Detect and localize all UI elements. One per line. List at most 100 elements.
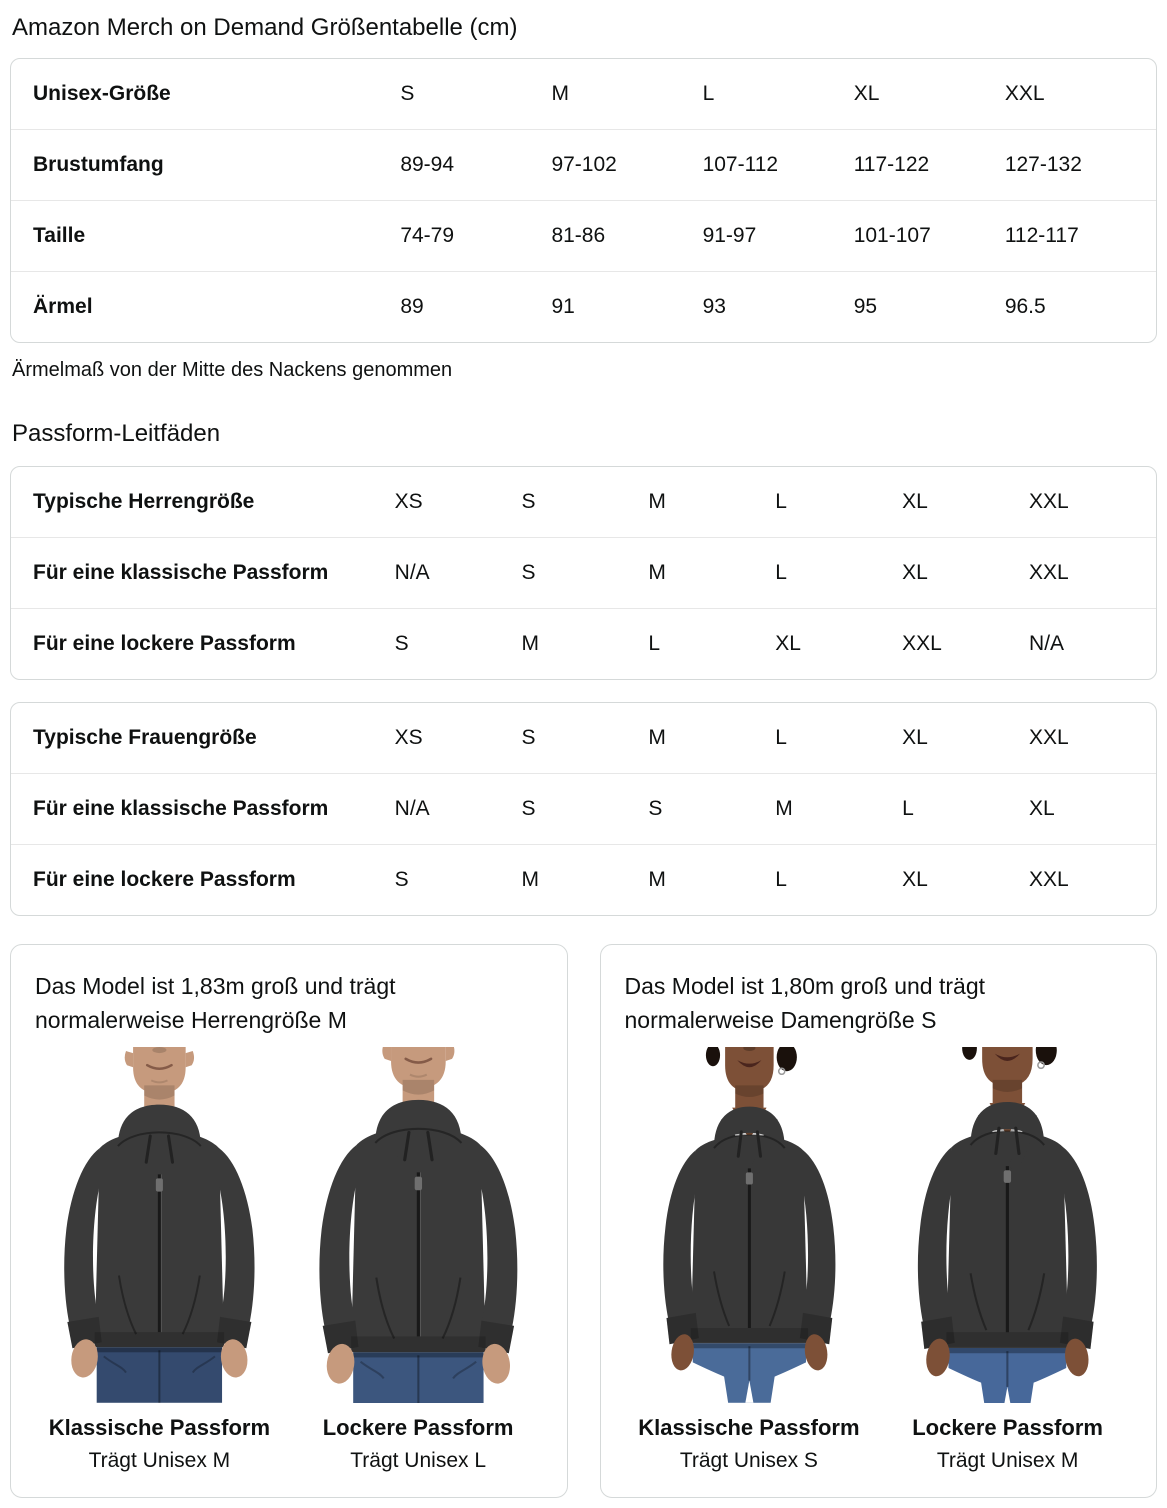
row-label: Für eine klassische Passform [11, 537, 395, 609]
table-header-row: Unisex-Größe S M L XL XXL [11, 59, 1156, 130]
table-cell: N/A [1029, 608, 1156, 679]
model-photos: Klassische Passform Trägt Unisex S Locke… [622, 1047, 1134, 1477]
table-cell: XL [1029, 773, 1156, 845]
model-description: Das Model ist 1,80m groß und trägt norma… [624, 973, 986, 1033]
table-row-sleeve: Ärmel 89 91 93 95 96.5 [11, 271, 1156, 342]
table-cell: 89-94 [400, 129, 552, 201]
table-row-typical-womens-size: Typische Frauengröße XS S M L XL XXL [11, 703, 1156, 774]
size-header-cell: S [400, 82, 415, 105]
table-cell: L [648, 608, 776, 679]
table-row-classic-fit: Für eine klassische Passform N/A S S M L… [11, 773, 1156, 845]
model-figure-loose: Lockere Passform Trägt Unisex M [881, 1047, 1134, 1477]
table-cell: 89 [400, 271, 552, 342]
table-cell: XL [775, 608, 903, 679]
table-cell: L [775, 537, 903, 609]
fit-table-men: Typische Herrengröße XS S M L XL XXL Für… [11, 467, 1156, 679]
table-cell: S [521, 773, 649, 845]
wears-label: Trägt Unisex S [679, 1448, 818, 1472]
table-cell: M [648, 537, 776, 609]
model-figure-classic: Klassische Passform Trägt Unisex S [622, 1047, 876, 1477]
model-caption: Lockere Passform Trägt Unisex L [292, 1415, 545, 1473]
table-row-waist: Taille 74-79 81-86 91-97 101-107 112-117 [11, 200, 1156, 272]
fit-table-women: Typische Frauengröße XS S M L XL XXL Für… [11, 703, 1156, 915]
table-cell: M [521, 608, 649, 679]
table-cell: M [648, 490, 666, 513]
row-label-waist: Taille [11, 200, 401, 272]
model-caption: Klassische Passform Trägt Unisex M [33, 1415, 286, 1473]
row-label-unisex-size: Unisex-Größe [33, 82, 171, 105]
table-cell: 127-132 [1004, 129, 1156, 201]
table-cell: S [648, 773, 776, 845]
row-label: Für eine lockere Passform [11, 844, 395, 915]
table-cell: XL [902, 490, 928, 513]
wears-label: Trägt Unisex M [936, 1448, 1079, 1472]
mens-model-card: Das Model ist 1,83m groß und trägt norma… [10, 944, 568, 1498]
table-cell: S [394, 608, 522, 679]
table-cell: 107-112 [702, 129, 854, 201]
page-title: Amazon Merch on Demand Größentabelle (cm… [12, 14, 518, 41]
table-cell: XXL [1029, 490, 1069, 513]
table-cell: 74-79 [400, 200, 552, 272]
table-cell: M [648, 844, 776, 915]
female-model-classic-photo [622, 1047, 876, 1403]
size-header-cell: L [702, 82, 715, 105]
model-caption: Lockere Passform Trägt Unisex M [881, 1415, 1134, 1473]
table-cell: XXL [1029, 844, 1156, 915]
table-cell: XL [902, 726, 928, 749]
model-cards: Das Model ist 1,83m groß und trägt norma… [10, 944, 1157, 1498]
wears-label: Trägt Unisex M [88, 1448, 231, 1472]
table-cell: L [902, 773, 1030, 845]
size-header-cell: XXL [1004, 82, 1045, 105]
table-cell: S [521, 490, 536, 513]
fit-label: Klassische Passform [638, 1414, 860, 1440]
row-label-chest: Brustumfang [11, 129, 401, 201]
table-cell: L [775, 844, 903, 915]
table-cell: 97-102 [551, 129, 703, 201]
size-table: Unisex-Größe S M L XL XXL Brustumfang 89… [11, 59, 1156, 342]
table-cell: XL [902, 844, 1030, 915]
table-cell: 81-86 [551, 200, 703, 272]
sleeve-measure-note: Ärmelmaß von der Mitte des Nackens genom… [12, 359, 453, 381]
table-cell: S [521, 726, 536, 749]
fit-label: Lockere Passform [322, 1414, 514, 1440]
size-header-cell: XL [853, 82, 880, 105]
row-label: Typische Frauengröße [33, 726, 257, 749]
unisex-size-table: Unisex-Größe S M L XL XXL Brustumfang 89… [10, 58, 1157, 343]
female-model-loose-photo [881, 1047, 1134, 1403]
table-cell: XXL [902, 608, 1030, 679]
table-cell: S [521, 537, 649, 609]
table-cell: M [521, 844, 649, 915]
table-cell: XS [394, 726, 423, 749]
wears-label: Trägt Unisex L [350, 1448, 487, 1472]
table-cell: 96.5 [1004, 271, 1156, 342]
fit-label: Lockere Passform [912, 1414, 1103, 1440]
model-caption: Klassische Passform Trägt Unisex S [623, 1415, 876, 1473]
table-cell: L [775, 490, 787, 513]
table-cell: 101-107 [853, 200, 1005, 272]
table-cell: XXL [1029, 726, 1069, 749]
table-cell: 112-117 [1004, 200, 1156, 272]
fit-guides-title: Passform-Leitfäden [12, 420, 221, 447]
table-cell: XS [394, 490, 423, 513]
table-row-chest: Brustumfang 89-94 97-102 107-112 117-122… [11, 129, 1156, 201]
model-photos: Klassische Passform Trägt Unisex M Locke… [33, 1047, 545, 1477]
model-description: Das Model ist 1,83m groß und trägt norma… [35, 973, 396, 1033]
table-row-loose-fit: Für eine lockere Passform S M M L XL XXL [11, 844, 1156, 915]
size-header-cell: M [551, 82, 569, 105]
table-cell: 93 [702, 271, 854, 342]
table-cell: 95 [853, 271, 1005, 342]
mens-fit-table: Typische Herrengröße XS S M L XL XXL Für… [10, 466, 1157, 680]
table-cell: XXL [1029, 537, 1156, 609]
table-cell: M [648, 726, 666, 749]
fit-label: Klassische Passform [48, 1414, 271, 1440]
row-label-sleeve: Ärmel [11, 271, 401, 342]
table-row-loose-fit: Für eine lockere Passform S M L XL XXL N… [11, 608, 1156, 679]
womens-model-card: Das Model ist 1,80m groß und trägt norma… [599, 944, 1157, 1498]
row-label: Typische Herrengröße [33, 490, 255, 513]
table-row-classic-fit: Für eine klassische Passform N/A S M L X… [11, 537, 1156, 609]
table-cell: M [775, 773, 903, 845]
table-cell: XL [902, 537, 1030, 609]
male-model-classic-photo [33, 1047, 286, 1403]
table-cell: 91-97 [702, 200, 854, 272]
